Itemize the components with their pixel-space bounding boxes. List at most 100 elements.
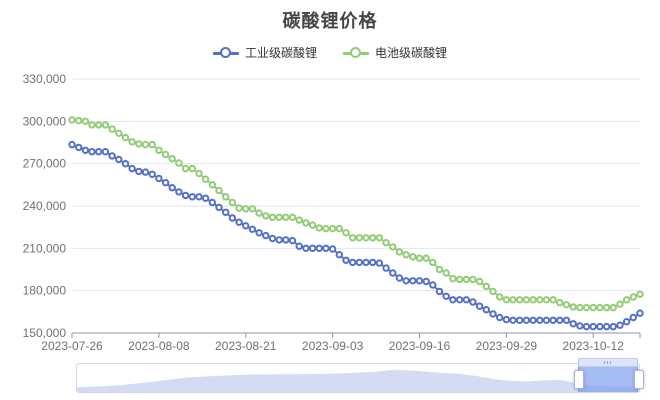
data-point[interactable] bbox=[68, 116, 76, 124]
data-point[interactable] bbox=[602, 303, 611, 312]
legend-item-industrial[interactable]: 工业级碳酸锂 bbox=[212, 44, 317, 61]
data-point[interactable] bbox=[302, 244, 310, 253]
data-point[interactable] bbox=[516, 316, 524, 324]
data-point[interactable] bbox=[616, 321, 624, 329]
data-point[interactable] bbox=[128, 164, 136, 173]
data-point[interactable] bbox=[121, 133, 130, 142]
data-point[interactable] bbox=[155, 174, 163, 183]
data-point[interactable] bbox=[562, 316, 571, 324]
data-point[interactable] bbox=[449, 275, 457, 283]
data-point[interactable] bbox=[596, 303, 604, 312]
datazoom-slider-track[interactable] bbox=[76, 358, 644, 393]
data-point[interactable] bbox=[95, 121, 103, 129]
data-point[interactable] bbox=[382, 239, 390, 247]
data-point[interactable] bbox=[188, 164, 197, 173]
data-point[interactable] bbox=[141, 140, 150, 149]
data-point[interactable] bbox=[108, 152, 116, 160]
data-point[interactable] bbox=[288, 213, 297, 222]
data-point[interactable] bbox=[168, 184, 176, 192]
data-point[interactable] bbox=[609, 303, 617, 312]
data-point[interactable] bbox=[415, 254, 424, 262]
data-point[interactable] bbox=[636, 290, 644, 298]
data-point[interactable] bbox=[582, 322, 591, 331]
data-point[interactable] bbox=[375, 234, 384, 242]
data-point[interactable] bbox=[469, 275, 477, 284]
data-point[interactable] bbox=[295, 216, 303, 224]
data-point[interactable] bbox=[482, 282, 490, 291]
data-point[interactable] bbox=[135, 167, 143, 176]
data-point[interactable] bbox=[275, 236, 283, 244]
data-point[interactable] bbox=[589, 303, 597, 312]
data-point[interactable] bbox=[382, 264, 390, 272]
data-point[interactable] bbox=[342, 229, 350, 237]
data-point[interactable] bbox=[268, 213, 277, 222]
data-point[interactable] bbox=[215, 186, 223, 195]
data-point[interactable] bbox=[489, 310, 497, 318]
data-point[interactable] bbox=[181, 164, 190, 173]
datazoom-left-handle-icon[interactable] bbox=[574, 370, 585, 389]
data-point[interactable] bbox=[242, 222, 250, 230]
data-point[interactable] bbox=[462, 275, 470, 284]
data-point[interactable] bbox=[235, 204, 243, 212]
data-point[interactable] bbox=[629, 293, 637, 301]
data-point[interactable] bbox=[496, 313, 504, 322]
data-point[interactable] bbox=[636, 309, 644, 317]
data-point[interactable] bbox=[322, 244, 330, 253]
data-point[interactable] bbox=[282, 213, 290, 222]
data-point[interactable] bbox=[415, 277, 424, 285]
data-point[interactable] bbox=[188, 193, 197, 201]
data-point[interactable] bbox=[101, 121, 110, 129]
data-point[interactable] bbox=[181, 191, 190, 200]
data-point[interactable] bbox=[295, 242, 303, 250]
data-point[interactable] bbox=[536, 296, 544, 304]
data-point[interactable] bbox=[602, 322, 611, 331]
data-point[interactable] bbox=[288, 236, 297, 245]
data-point[interactable] bbox=[228, 198, 237, 207]
data-point[interactable] bbox=[75, 143, 83, 152]
data-point[interactable] bbox=[135, 140, 143, 148]
data-point[interactable] bbox=[95, 148, 103, 156]
data-point[interactable] bbox=[155, 146, 163, 155]
data-point[interactable] bbox=[509, 316, 517, 324]
data-point[interactable] bbox=[128, 138, 136, 146]
data-point[interactable] bbox=[235, 218, 243, 226]
data-point[interactable] bbox=[455, 275, 464, 284]
data-point[interactable] bbox=[569, 320, 577, 328]
data-point[interactable] bbox=[449, 296, 457, 304]
data-point[interactable] bbox=[549, 316, 557, 324]
data-point[interactable] bbox=[161, 179, 170, 187]
data-point[interactable] bbox=[228, 214, 237, 222]
data-point[interactable] bbox=[562, 301, 571, 309]
data-point[interactable] bbox=[68, 140, 76, 149]
data-point[interactable] bbox=[81, 146, 90, 155]
data-point[interactable] bbox=[549, 296, 557, 304]
data-point[interactable] bbox=[442, 292, 450, 300]
data-point[interactable] bbox=[629, 313, 637, 322]
data-point[interactable] bbox=[516, 296, 524, 304]
data-point[interactable] bbox=[255, 229, 263, 237]
data-point[interactable] bbox=[369, 234, 377, 242]
data-point[interactable] bbox=[489, 287, 497, 296]
data-point[interactable] bbox=[422, 277, 430, 286]
data-point[interactable] bbox=[201, 175, 210, 183]
data-point[interactable] bbox=[496, 293, 504, 301]
data-point[interactable] bbox=[509, 296, 517, 304]
data-point[interactable] bbox=[308, 221, 317, 229]
data-point[interactable] bbox=[475, 277, 484, 286]
data-point[interactable] bbox=[175, 188, 183, 196]
data-point[interactable] bbox=[355, 234, 363, 242]
data-point[interactable] bbox=[429, 258, 437, 267]
data-point[interactable] bbox=[302, 219, 310, 227]
data-point[interactable] bbox=[222, 193, 230, 201]
data-point[interactable] bbox=[161, 150, 170, 159]
data-point[interactable] bbox=[81, 117, 90, 126]
data-point[interactable] bbox=[362, 258, 370, 267]
data-point[interactable] bbox=[268, 234, 277, 243]
data-point[interactable] bbox=[115, 129, 123, 138]
data-point[interactable] bbox=[255, 209, 263, 217]
data-point[interactable] bbox=[409, 253, 417, 261]
data-point[interactable] bbox=[88, 121, 96, 129]
data-point[interactable] bbox=[175, 159, 183, 167]
data-point[interactable] bbox=[195, 169, 203, 178]
data-point[interactable] bbox=[576, 303, 584, 312]
